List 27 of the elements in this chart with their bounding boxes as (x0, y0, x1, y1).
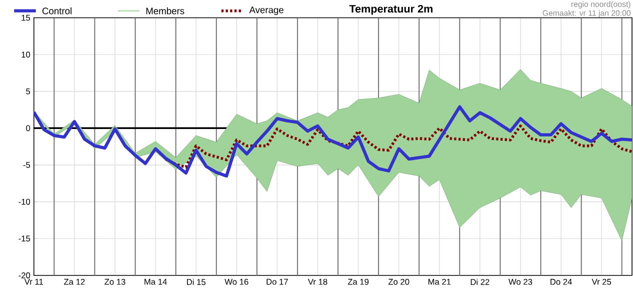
y-tick-label: -15 (18, 236, 30, 242)
x-tick-label: Za 12 (64, 278, 85, 285)
y-tick-label: 15 (22, 14, 30, 21)
legend-label: Members (146, 7, 184, 14)
x-tick-label: Ma 14 (144, 278, 167, 285)
y-tick-label: 5 (26, 88, 30, 94)
x-tick-label: Zo 20 (388, 278, 410, 285)
y-tick-label: 10 (22, 52, 30, 58)
x-tick-label: Vr 25 (592, 278, 612, 285)
x-tick-label: Zo 13 (104, 278, 126, 285)
x-tick-label: Vr 18 (308, 278, 328, 285)
chart-title: Temperatuur 2m (349, 4, 432, 15)
x-tick-label: Za 19 (348, 278, 369, 285)
x-tick-label: Do 24 (550, 278, 572, 285)
legend-label: Control (42, 7, 72, 14)
x-tick-label: Di 15 (187, 278, 206, 285)
y-tick-label: -20 (18, 272, 30, 278)
legend-label: Average (249, 6, 284, 15)
x-tick-label: Vr 11 (24, 278, 43, 285)
x-tick-label: Di 22 (470, 278, 490, 285)
x-tick-label: Ma 21 (428, 278, 451, 285)
y-tick-label: 0 (26, 125, 30, 132)
y-tick-label: -10 (18, 198, 30, 205)
x-tick-label: Wo 23 (508, 278, 532, 285)
x-tick-label: Do 17 (266, 278, 288, 285)
y-tick-label: -5 (23, 162, 30, 168)
x-tick-label: Wo 16 (224, 278, 248, 285)
